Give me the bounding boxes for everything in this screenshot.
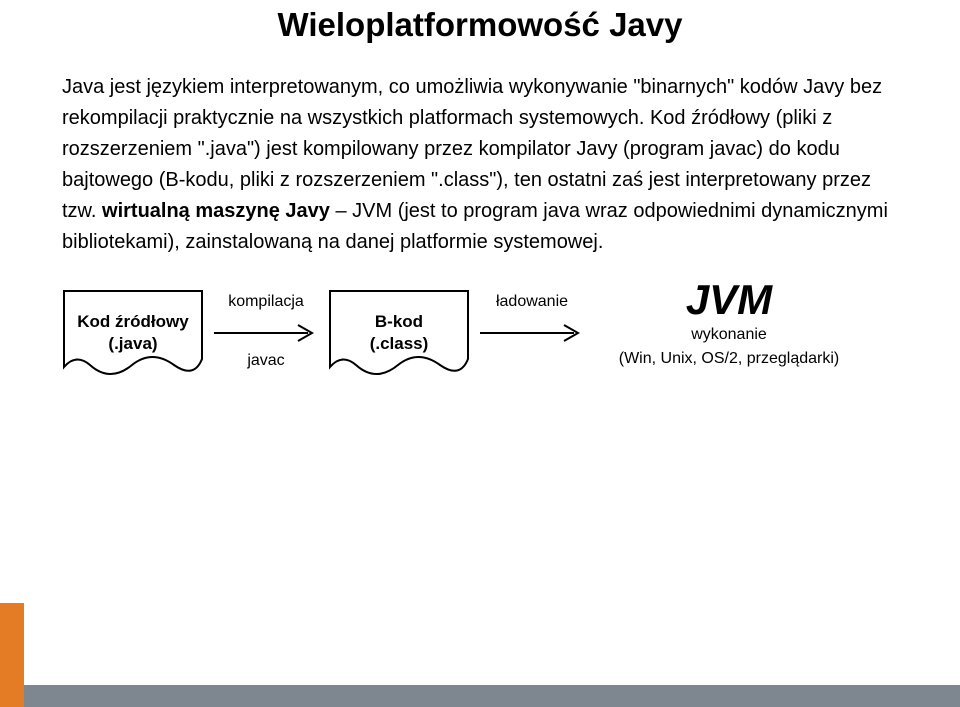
file2-line2: (.class) bbox=[370, 333, 429, 355]
slide: Wieloplatformowość Javy Java jest języki… bbox=[0, 0, 960, 707]
bytecode-file-block: B-kod (.class) bbox=[328, 289, 470, 377]
body-paragraph: Java jest językiem interpretowanym, co u… bbox=[0, 44, 960, 258]
jvm-block: JVM wykonanie (Win, Unix, OS/2, przegląd… bbox=[594, 278, 864, 388]
jvm-platforms: (Win, Unix, OS/2, przeglądarki) bbox=[594, 350, 864, 368]
file1-line2: (.java) bbox=[108, 333, 157, 355]
compilation-diagram: Kod źródłowy (.java) kompilacja javac B-… bbox=[0, 258, 960, 388]
slide-title: Wieloplatformowość Javy bbox=[0, 0, 960, 44]
arrow-load: ładowanie bbox=[478, 289, 586, 377]
source-file-block: Kod źródłowy (.java) bbox=[62, 289, 204, 377]
arrow-compile: kompilacja javac bbox=[212, 289, 320, 377]
accent-bar-bottom bbox=[0, 685, 960, 707]
arrow1-bottom-label: javac bbox=[212, 352, 320, 370]
arrow1-top-label: kompilacja bbox=[212, 293, 320, 311]
arrow-icon bbox=[212, 323, 320, 343]
file1-line1: Kod źródłowy bbox=[77, 311, 188, 333]
body-text-bold: wirtualną maszynę Javy bbox=[102, 200, 330, 222]
jvm-title: JVM bbox=[594, 276, 864, 324]
jvm-subtitle: wykonanie bbox=[594, 326, 864, 344]
arrow-icon bbox=[478, 323, 586, 343]
arrow2-top-label: ładowanie bbox=[478, 293, 586, 311]
accent-bar-left bbox=[0, 603, 24, 707]
file2-line1: B-kod bbox=[375, 311, 423, 333]
